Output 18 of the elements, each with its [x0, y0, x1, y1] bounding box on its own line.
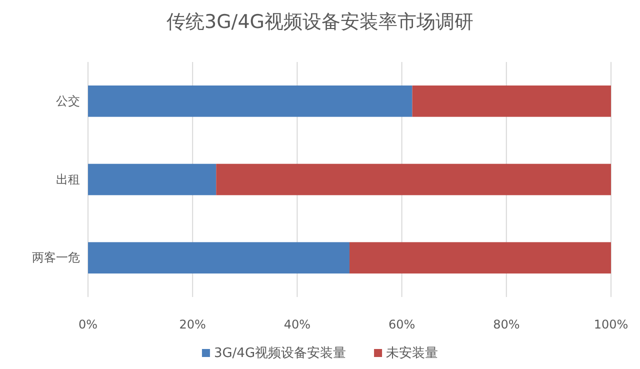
x-tick-label: 20%	[179, 318, 206, 332]
y-tick-label: 公交	[56, 94, 80, 108]
chart-title: 传统3G/4G视频设备安装率市场调研	[166, 11, 474, 33]
bar	[88, 164, 216, 196]
x-tick-label: 100%	[594, 318, 628, 332]
bar	[412, 86, 611, 117]
bar	[88, 86, 412, 117]
x-tick-label: 0%	[78, 318, 98, 332]
bar	[350, 242, 611, 274]
x-tick-label: 40%	[284, 318, 311, 332]
y-tick-label: 出租	[56, 172, 80, 186]
legend-label: 3G/4G视频设备安装量	[214, 345, 346, 361]
legend-label: 未安装量	[386, 345, 438, 361]
x-tick-label: 80%	[493, 318, 520, 332]
bar	[216, 164, 611, 196]
x-tick-label: 60%	[388, 318, 416, 332]
y-tick-label: 两客一危	[32, 250, 80, 265]
bar	[88, 242, 350, 274]
